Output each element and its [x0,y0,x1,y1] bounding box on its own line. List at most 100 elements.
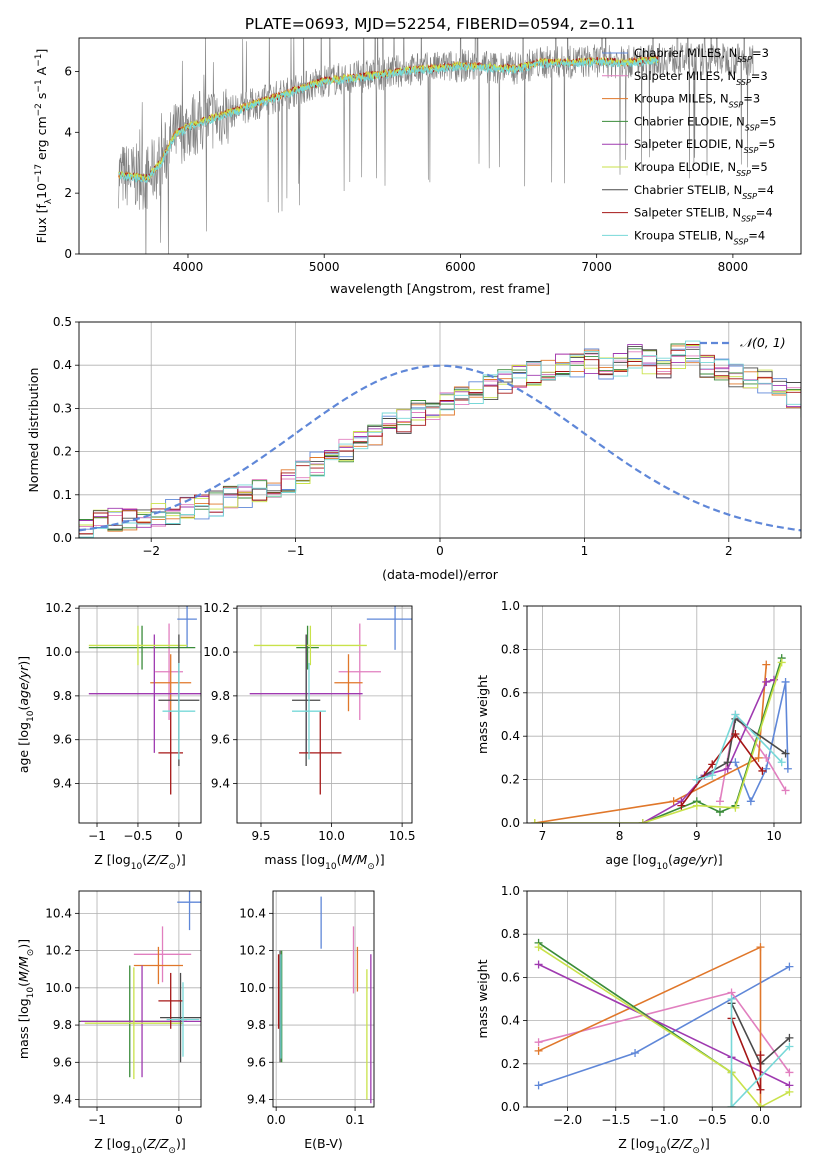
gaussian-curve [79,364,801,532]
axes-frame [78,321,802,539]
y-tick-label: 0.0 [501,816,520,830]
massweight_vs_age-panel: 7 8 9 10 0.0 0.2 0.4 0.6 0.8 1.0 age [log10(age/yr… [475,599,802,872]
series-marker-salpeter_stelib [758,766,767,775]
x-tick-label: 5000 [309,260,340,274]
series-line-kroupa_miles [534,664,768,823]
y-tick-label: 0.4 [53,358,72,372]
legend-label: Kroupa ELODIE, NSSP=5 [634,160,768,178]
series-marker-kroupa_stelib [727,995,736,1003]
series-marker-salpeter_stelib [756,1051,765,1060]
y-tick-label: 0.6 [501,686,520,700]
series-marker-kroupa_miles [754,753,763,762]
y-tick-label: 1.0 [501,884,520,898]
x-tick-label: −0.5 [123,829,152,843]
series-marker-chabrier_stelib [785,1033,794,1042]
series-marker-chabrier_miles [785,962,794,971]
histogram-kroupa_stelib [79,340,801,538]
x-tick-label: 10.0 [318,829,345,843]
series-marker-kroupa_miles [669,797,678,806]
legend-label: Chabrier ELODIE, NSSP=5 [634,114,776,131]
series-line-kroupa_elodie [538,946,790,1107]
model-line-kroupa_stelib [118,57,659,184]
y-tick-label: 10.0 [45,645,72,659]
series-marker-kroupa_stelib [731,710,740,719]
series-marker-kroupa_stelib [692,775,701,784]
x-tick-label: 0.1 [346,1113,365,1127]
residuals-panel: −2 −1 0 1 2 0.0 0.1 0.2 0.3 0.4 0.5 (data-model)/er… [26,315,802,582]
series-marker-kroupa_elodie [785,1087,794,1096]
series-marker-salpeter_elodie [762,677,771,686]
series-marker-salpeter_stelib [731,730,740,739]
y-tick-label: 2 [64,186,72,200]
x-tick-label: −1.0 [649,1113,678,1127]
series-marker-chabrier_miles [783,764,792,773]
x-tick-label: 9 [693,829,701,843]
y-axis-label: age [log10(age/yr)] [16,656,36,773]
series-marker-kroupa_stelib [727,1103,736,1107]
legend-label: Salpeter STELIB, NSSP=4 [634,206,773,224]
x-tick-label: 0.0 [751,1113,770,1127]
x-tick-label: −2.0 [553,1113,582,1127]
y-tick-label: 0 [64,247,72,261]
y-axis-label: Flux [fλ10−17 erg cm−2 s−1 A−1] [34,49,54,244]
series-marker-salpeter_stelib [708,760,717,769]
x-tick-label: 9.5 [251,829,270,843]
y-tick-label: 10.2 [45,601,72,615]
series-marker-kroupa_elodie [692,801,701,810]
series-marker-kroupa_elodie [731,803,740,812]
x-axis-label: mass [log10(M/M⊙)] [264,852,384,872]
x-tick-label: 8 [616,829,624,843]
x-tick-label: −1 [88,1113,106,1127]
y-tick-label: 10.2 [239,944,266,958]
axes-frame [78,37,802,255]
x-axis-label: wavelength [Angstrom, rest frame] [330,281,550,296]
series-marker-chabrier_miles [631,1049,640,1057]
y-tick-label: 10.2 [203,601,230,615]
x-tick-label: 10 [766,829,781,843]
series-marker-kroupa_stelib [785,1042,794,1051]
y-tick-label: 10.0 [203,645,230,659]
series-marker-salpeter_elodie [534,960,543,969]
y-axis-label: mass weight [475,675,490,754]
legend-label: Chabrier STELIB, NSSP=4 [634,183,774,201]
age_vs_Z-panel: −1 −0.5 0 9.4 9.6 9.8 10.0 10.2 Z [log10(Z/Z⊙)] a… [16,601,202,872]
y-tick-label: 9.8 [53,689,72,703]
y-tick-label: 9.8 [247,1018,266,1032]
series-marker-kroupa_elodie [530,819,539,823]
y-tick-label: 9.6 [53,733,72,747]
series-marker-chabrier_miles [534,1081,543,1090]
series-marker-kroupa_elodie [534,943,543,952]
x-tick-label: 1 [581,544,589,558]
series-marker-kroupa_stelib [708,771,717,780]
series-line-chabrier_stelib [696,717,787,781]
y-tick-label: 0.0 [501,1100,520,1114]
series-marker-chabrier_miles [781,677,790,686]
data-spectrum-line [118,38,754,254]
y-tick-label: 0.2 [53,445,72,459]
series-marker-salpeter_miles [715,797,724,806]
legend-label: Kroupa STELIB, NSSP=4 [634,228,765,246]
series-marker-salpeter_stelib [677,801,686,810]
x-axis-label: Z [log10(Z/Z⊙)] [618,1136,709,1156]
series-line-kroupa_miles [538,945,762,1107]
series-marker-kroupa_stelib [777,758,786,767]
histogram-salpeter_miles [79,351,801,528]
y-tick-label: 10.0 [239,981,266,995]
series-marker-chabrier_stelib [723,758,732,767]
x-tick-label: 0 [175,829,183,843]
y-tick-label: 0.2 [501,1057,520,1071]
y-tick-label: 10.0 [45,981,72,995]
histogram-kroupa_elodie [79,345,801,526]
y-tick-label: 6 [64,64,72,78]
legend-label: Salpeter ELODIE, NSSP=5 [634,137,775,155]
y-tick-label: 9.4 [211,777,230,791]
series-marker-salpeter_miles [781,786,790,795]
y-tick-label: 9.8 [53,1018,72,1032]
series-marker-chabrier_miles [731,758,740,767]
mass_vs_ebv-panel: 0.0 0.1 9.4 9.6 9.8 10.0 10.2 10.4 E(B-V) [239,890,375,1151]
series-line-kroupa_stelib [696,713,783,781]
y-tick-label: 9.4 [247,1093,266,1107]
axes-frame [526,890,802,1108]
